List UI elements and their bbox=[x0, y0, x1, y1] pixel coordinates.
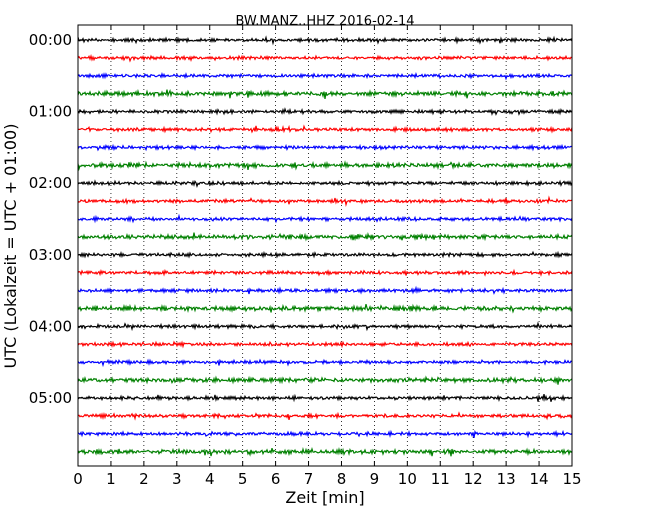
y-tick-label-5: 05:00 bbox=[29, 389, 72, 407]
plot-frame bbox=[77, 24, 573, 467]
x-tick-label-0: 0 bbox=[73, 470, 83, 488]
trace-6 bbox=[77, 143, 573, 152]
x-axis-ticks: 0 1 2 3 4 5 6 7 8 9 10 11 12 13 14 15 bbox=[73, 25, 582, 488]
x-tick-label-3: 3 bbox=[172, 470, 182, 488]
seismogram-traces bbox=[77, 35, 573, 457]
trace-11 bbox=[77, 231, 573, 242]
trace-10 bbox=[77, 213, 573, 224]
x-axis-label: Zeit [min] bbox=[285, 488, 364, 507]
trace-12 bbox=[77, 250, 573, 259]
x-tick-label-4: 4 bbox=[205, 470, 215, 488]
y-tick-label-2: 02:00 bbox=[29, 174, 72, 192]
trace-2 bbox=[77, 71, 573, 81]
x-tick-label-1: 1 bbox=[106, 470, 116, 488]
x-tick-label-14: 14 bbox=[530, 470, 549, 488]
trace-17 bbox=[77, 340, 573, 349]
chart-title: BW.MANZ..HHZ 2016-02-14 bbox=[235, 14, 414, 29]
trace-0 bbox=[77, 35, 573, 46]
x-tick-label-10: 10 bbox=[398, 470, 417, 488]
x-tick-label-13: 13 bbox=[497, 470, 516, 488]
trace-23 bbox=[77, 446, 573, 457]
trace-19 bbox=[77, 375, 573, 385]
trace-4 bbox=[77, 107, 573, 117]
x-tick-label-5: 5 bbox=[238, 470, 248, 488]
x-tick-label-15: 15 bbox=[562, 470, 581, 488]
y-tick-label-0: 00:00 bbox=[29, 31, 72, 49]
trace-22 bbox=[77, 429, 573, 439]
x-tick-label-7: 7 bbox=[304, 470, 314, 488]
x-tick-label-2: 2 bbox=[139, 470, 149, 488]
trace-9 bbox=[77, 195, 573, 207]
grid-lines bbox=[110, 25, 540, 466]
trace-18 bbox=[77, 358, 573, 368]
trace-3 bbox=[77, 88, 573, 99]
trace-1 bbox=[77, 54, 573, 63]
x-tick-label-8: 8 bbox=[337, 470, 347, 488]
y-tick-label-4: 04:00 bbox=[29, 317, 72, 335]
y-tick-label-3: 03:00 bbox=[29, 246, 72, 264]
y-tick-label-1: 01:00 bbox=[29, 103, 72, 121]
trace-5 bbox=[77, 124, 573, 134]
y-axis-label: UTC (Lokalzeit = UTC + 01:00) bbox=[1, 124, 20, 369]
trace-20 bbox=[77, 393, 573, 403]
trace-13 bbox=[77, 268, 573, 277]
trace-14 bbox=[77, 285, 573, 295]
trace-15 bbox=[77, 303, 573, 314]
trace-8 bbox=[77, 179, 573, 189]
x-tick-label-6: 6 bbox=[271, 470, 281, 488]
x-tick-label-9: 9 bbox=[370, 470, 380, 488]
y-axis-ticks: 00:00 01:00 02:00 03:00 04:00 05:00 bbox=[29, 31, 572, 407]
x-tick-label-12: 12 bbox=[464, 470, 483, 488]
trace-16 bbox=[77, 321, 573, 332]
trace-21 bbox=[77, 411, 573, 421]
trace-7 bbox=[77, 160, 573, 172]
x-tick-label-11: 11 bbox=[431, 470, 450, 488]
